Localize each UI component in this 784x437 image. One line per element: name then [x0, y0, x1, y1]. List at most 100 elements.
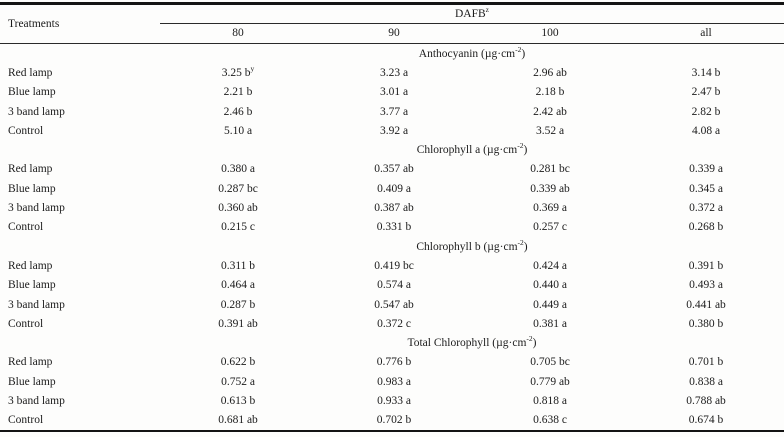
row-label: Blue lamp [8, 375, 56, 388]
row-label: 3 band lamp [8, 105, 65, 118]
cell-value: 0.702 b [376, 414, 412, 427]
data-cell: 0.381 a [472, 318, 628, 330]
table-row: 3 band lamp 0.360 ab 0.387 ab 0.369 a 0.372 … [0, 198, 784, 217]
header-separator-line [0, 43, 784, 44]
row-label: Blue lamp [8, 279, 56, 292]
section-title-superscript: -2 [517, 237, 524, 247]
data-cell: 0.419 bc [316, 260, 472, 272]
cell-value: 0.281 bc [530, 163, 570, 176]
table-bottom-rule [0, 429, 784, 432]
cell-value: 0.380 a [221, 163, 255, 176]
data-cell: 0.372 a [628, 202, 784, 214]
cell-value: 0.387 ab [374, 202, 414, 215]
section-title-superscript: -2 [517, 141, 524, 151]
column-header-row: 80 90 100 all [160, 24, 784, 43]
cell-value: 0.409 a [377, 182, 411, 195]
cell-value: 0.287 b [220, 298, 256, 311]
data-cell: 0.391 b [628, 260, 784, 272]
cell-value: 0.381 a [533, 317, 567, 330]
row-label: 3 band lamp [8, 202, 65, 215]
cell-value: 3.25 b [221, 66, 251, 79]
data-cell: 3.01 a [316, 86, 472, 98]
row-label: Blue lamp [8, 182, 56, 195]
data-cell: 0.369 a [472, 202, 628, 214]
cell-value: 0.674 b [688, 414, 724, 427]
cell-value: 0.440 a [533, 279, 567, 292]
table-row: Control 0.681 ab 0.702 b 0.638 c 0.674 b [0, 411, 784, 430]
table-header: Treatments DAFBz 80 90 100 all [0, 5, 784, 43]
cell-value: 0.339 a [689, 163, 723, 176]
cell-value: 4.08 a [691, 124, 721, 137]
dafb-label: DAFB [454, 8, 486, 20]
table-body: Anthocyanin (µg·cm-2) Red lamp 3.25 by 3.23… [0, 44, 784, 430]
row-label: Control [8, 124, 44, 137]
data-cell: 0.380 b [628, 318, 784, 330]
table-row: Control 0.391 ab 0.372 c 0.381 a 0.380 b [0, 314, 784, 333]
cell-value: 2.42 ab [533, 105, 567, 118]
cell-value: 3.14 b [691, 66, 721, 79]
cell-value: 2.18 b [535, 86, 565, 99]
data-cell: 0.838 a [628, 376, 784, 388]
data-cell: 2.46 b [160, 106, 316, 118]
cell-value: 0.983 a [377, 375, 411, 388]
row-label: Red lamp [8, 163, 53, 176]
cell-value: 2.82 b [691, 105, 721, 118]
data-cell: 0.449 a [472, 299, 628, 311]
data-cell: 0.357 ab [316, 163, 472, 175]
table-row: Blue lamp 0.752 a 0.983 a 0.779 ab 0.838 a [0, 372, 784, 391]
data-cell: 0.788 ab [628, 395, 784, 407]
cell-value: 0.464 a [221, 279, 255, 292]
section-title-superscript: -2 [515, 44, 522, 54]
cell-value: 0.380 b [688, 317, 724, 330]
cell-value: 0.360 ab [218, 202, 258, 215]
column-header-80: 80 [232, 27, 244, 39]
data-cell: 0.752 a [160, 376, 316, 388]
cell-value: 0.818 a [533, 394, 567, 407]
data-cell: 2.47 b [628, 86, 784, 98]
data-cell: 0.281 bc [472, 163, 628, 175]
treatments-header: Treatments [8, 18, 60, 30]
section-title: Chlorophyll b (µg·cm-2) [160, 237, 784, 253]
data-cell: 2.42 ab [472, 106, 628, 118]
section-title: Anthocyanin (µg·cm-2) [160, 44, 784, 60]
cell-value: 0.752 a [221, 375, 255, 388]
cell-value: 3.01 a [379, 86, 409, 99]
data-cell: 3.92 a [316, 125, 472, 137]
data-cell: 0.701 b [628, 356, 784, 368]
table-top-rule [0, 2, 784, 5]
section-title-superscript: -2 [526, 334, 533, 344]
cell-value: 0.705 bc [530, 356, 570, 369]
cell-value: 0.419 bc [374, 259, 414, 272]
table-row: Blue lamp 2.21 b 3.01 a 2.18 b 2.47 b [0, 83, 784, 102]
data-cell: 0.287 bc [160, 183, 316, 195]
cell-value: 0.424 a [533, 259, 567, 272]
cell-value: 0.681 ab [218, 414, 258, 427]
section-title: Total Chlorophyll (µg·cm-2) [160, 334, 784, 350]
section-title-close: ) [532, 337, 537, 350]
data-cell: 0.638 c [472, 414, 628, 426]
data-cell: 2.21 b [160, 86, 316, 98]
row-label: Red lamp [8, 356, 53, 369]
cell-value: 0.215 c [221, 221, 255, 234]
row-label: Red lamp [8, 66, 53, 79]
cell-value: 0.449 a [533, 298, 567, 311]
cell-value: 5.10 a [223, 124, 253, 137]
data-cell: 5.10 a [160, 125, 316, 137]
data-cell: 0.779 ab [472, 376, 628, 388]
data-cell: 0.372 c [316, 318, 472, 330]
cell-value: 3.77 a [379, 105, 409, 118]
table-row: Red lamp 0.622 b 0.776 b 0.705 bc 0.701 b [0, 353, 784, 372]
section-title-text: Total Chlorophyll (µg·cm [407, 337, 527, 350]
row-label: 3 band lamp [8, 394, 65, 407]
data-cell: 0.345 a [628, 183, 784, 195]
table-row: 3 band lamp 0.613 b 0.933 a 0.818 a 0.788 ab [0, 391, 784, 410]
cell-value: 3.52 a [535, 124, 565, 137]
cell-value: 0.701 b [688, 356, 724, 369]
table-row: 3 band lamp 2.46 b 3.77 a 2.42 ab 2.82 b [0, 102, 784, 121]
cell-value: 0.311 b [220, 259, 256, 272]
cell-value: 0.372 c [377, 317, 411, 330]
cell-value: 0.547 ab [374, 298, 414, 311]
data-cell: 0.702 b [316, 414, 472, 426]
data-cell: 0.360 ab [160, 202, 316, 214]
